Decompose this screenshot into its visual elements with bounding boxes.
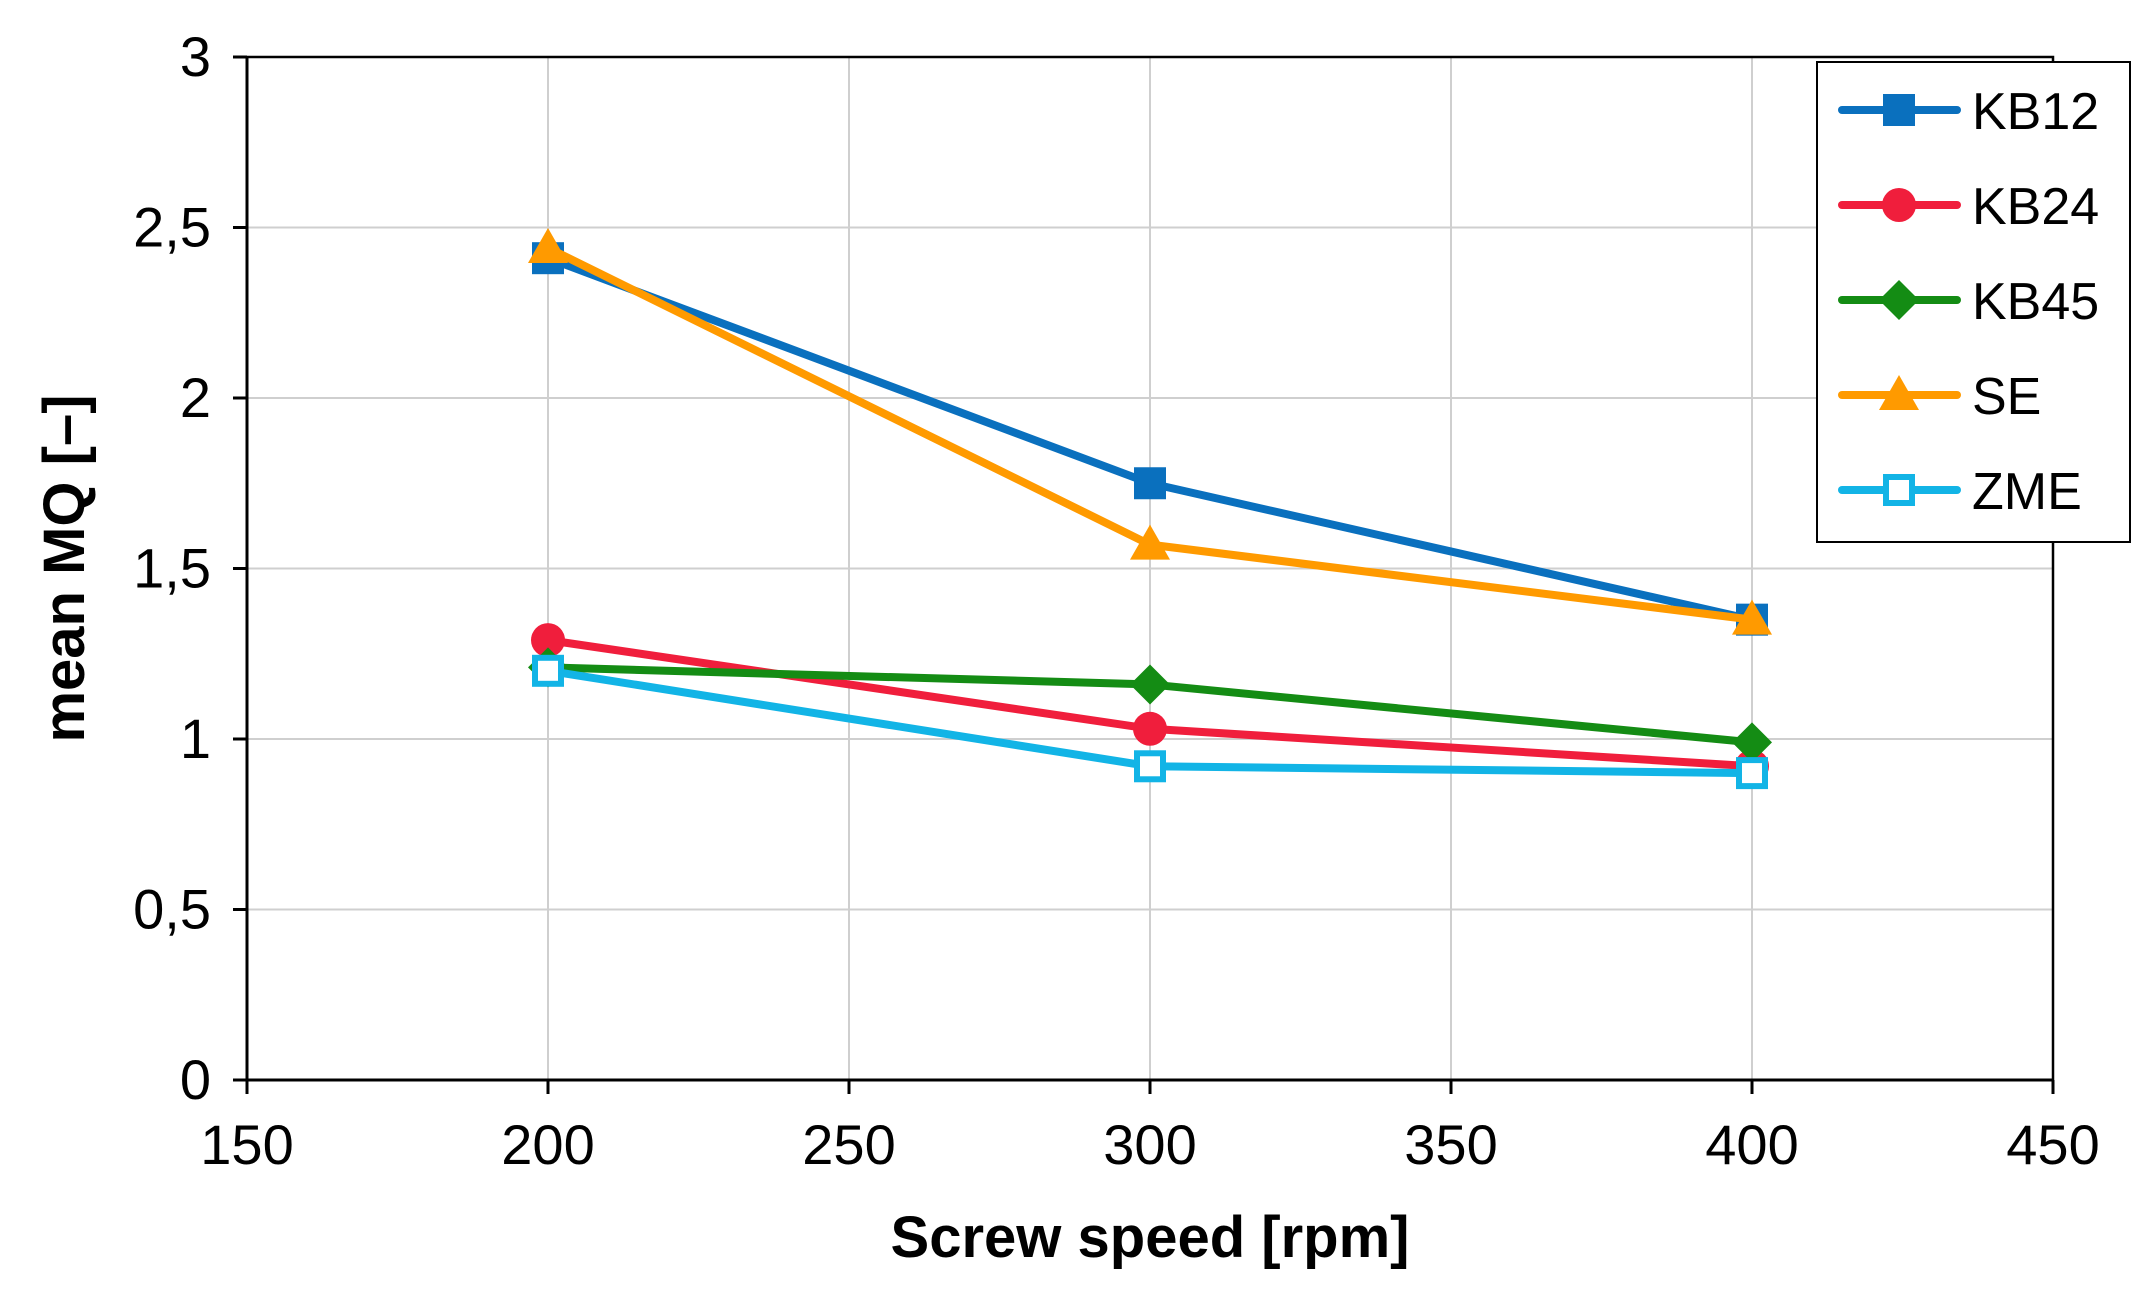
legend-marker-kb12 <box>1883 94 1915 126</box>
x-tick-label: 300 <box>1103 1113 1196 1176</box>
y-tick-label: 3 <box>180 25 211 88</box>
legend-label-kb24: KB24 <box>1972 178 2099 236</box>
legend-marker-kb45 <box>1879 280 1919 320</box>
legend-item-kb45: KB45 <box>1838 273 2099 331</box>
data-point-se <box>528 227 568 263</box>
grid-layer <box>247 56 2054 1080</box>
data-point-zme <box>1134 750 1166 783</box>
data-point-kb24 <box>1133 711 1167 746</box>
data-point-se <box>1732 599 1772 635</box>
data-point-kb45 <box>1130 664 1170 705</box>
x-tick-label: 200 <box>501 1113 594 1176</box>
data-point-se <box>1130 524 1170 560</box>
data-point-zme <box>1736 757 1768 790</box>
legend-item-kb12: KB12 <box>1838 83 2099 141</box>
series-se <box>528 227 1772 635</box>
y-tick-label: 2 <box>180 366 211 429</box>
legend: KB12 KB24 KB45 SE ZME <box>1816 61 2131 543</box>
x-tick-label: 150 <box>200 1113 293 1176</box>
data-point-kb12 <box>1134 467 1166 500</box>
legend-marker-se <box>1879 375 1919 410</box>
y-tick-label: 1,5 <box>133 537 211 600</box>
legend-label-zme: ZME <box>1972 463 2082 521</box>
series-layer <box>528 227 1772 790</box>
data-point-zme <box>532 654 564 687</box>
x-tick-label: 400 <box>1705 1113 1798 1176</box>
y-tick-label: 0,5 <box>133 878 211 941</box>
legend-label-kb45: KB45 <box>1972 273 2099 331</box>
legend-item-zme: ZME <box>1838 463 2082 521</box>
x-tick-label: 450 <box>2006 1113 2099 1176</box>
axes: 150 200 250 300 350 400 450 0 0,5 1 1,5 2 2,5 3 <box>133 25 2100 1176</box>
x-tick-label: 350 <box>1404 1113 1497 1176</box>
legend-marker-kb24 <box>1882 188 1916 222</box>
x-tick-label: 250 <box>802 1113 895 1176</box>
legend-label-se: SE <box>1972 368 2041 426</box>
y-axis-title: mean MQ [–] <box>32 394 97 742</box>
x-axis-title: Screw speed [rpm] <box>891 1205 1410 1270</box>
legend-marker-zme <box>1883 474 1915 506</box>
legend-label-kb12: KB12 <box>1972 83 2099 141</box>
data-point-kb45 <box>1732 722 1772 763</box>
series-zme <box>532 654 1768 790</box>
y-tick-label: 1 <box>180 707 211 770</box>
y-tick-label: 2,5 <box>133 196 211 259</box>
y-tick-label: 0 <box>180 1048 211 1111</box>
legend-item-se: SE <box>1838 368 2041 426</box>
legend-item-kb24: KB24 <box>1838 178 2099 236</box>
data-point-kb24 <box>531 623 565 658</box>
